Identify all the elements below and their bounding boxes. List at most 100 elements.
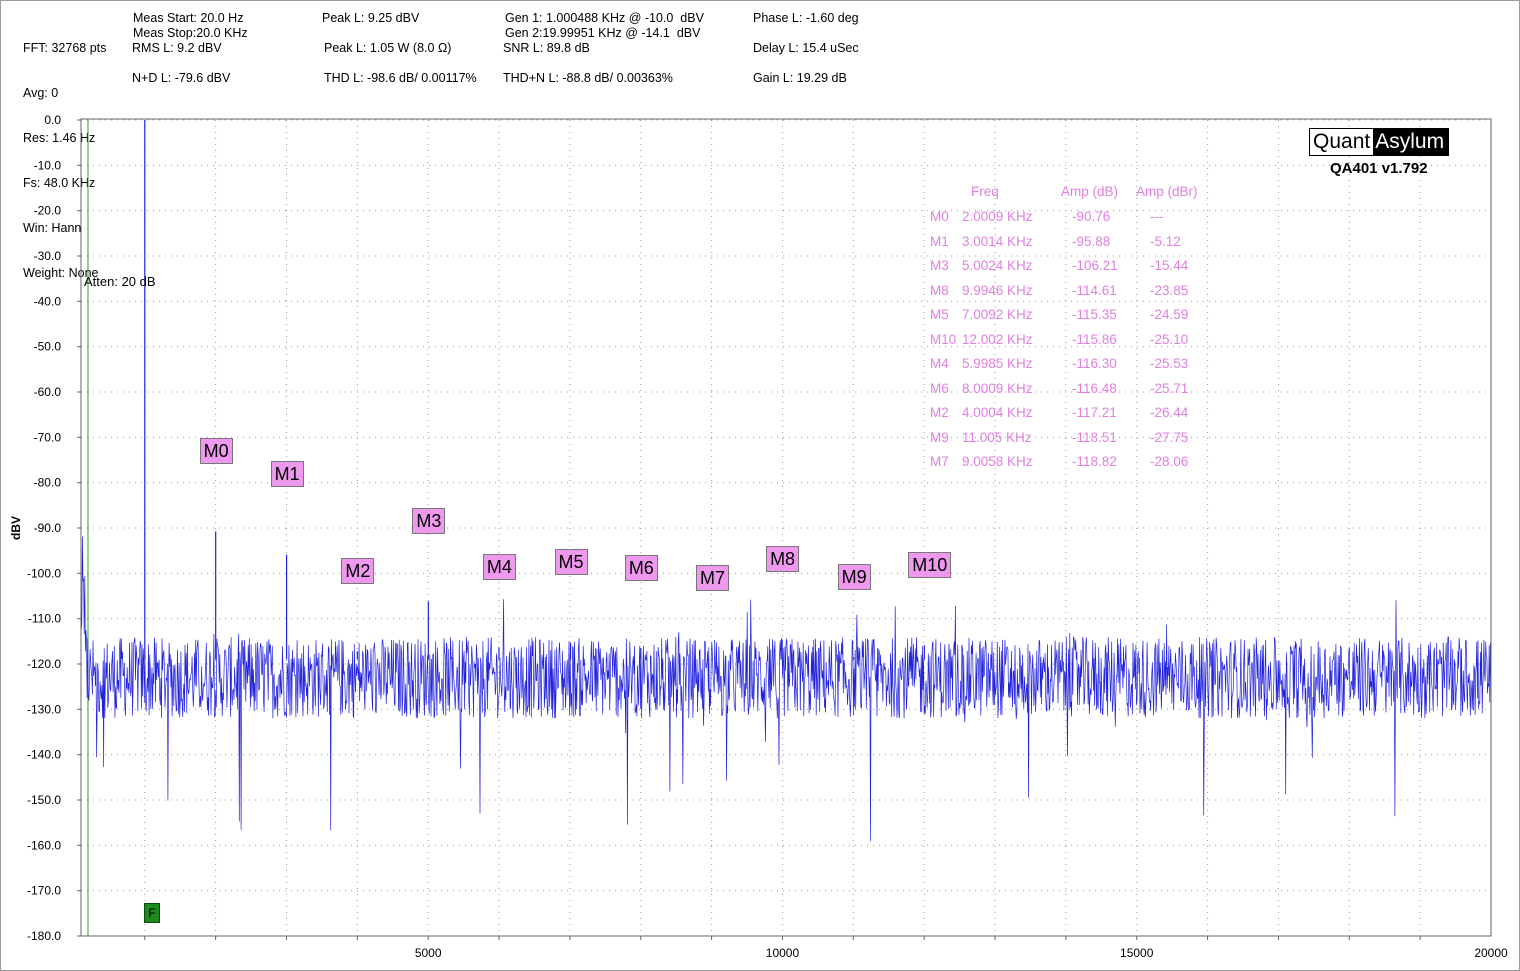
y-tick-label: -80.0 bbox=[34, 476, 62, 490]
weight-readout: Weight: None bbox=[23, 266, 99, 280]
marker-m1[interactable]: M1 bbox=[270, 461, 304, 488]
marker-table-row-name: M3 bbox=[930, 258, 949, 273]
marker-table-row-freq: 3.0014 KHz bbox=[962, 233, 1033, 249]
y-tick-label: -160.0 bbox=[27, 838, 61, 852]
y-tick-label: -150.0 bbox=[27, 793, 61, 807]
fs-readout: Fs: 48.0 KHz bbox=[23, 176, 96, 190]
marker-table-header: Amp (dBr) bbox=[1136, 184, 1198, 199]
marker-m9[interactable]: M9 bbox=[837, 563, 871, 590]
y-tick-label: -120.0 bbox=[27, 657, 61, 671]
grid bbox=[81, 119, 1491, 937]
marker-table-row-amp: -115.86 bbox=[1072, 331, 1117, 347]
marker-table-row-ampr: -5.12 bbox=[1150, 233, 1181, 249]
marker-table-row-ampr: -28.06 bbox=[1150, 454, 1189, 469]
marker-table-row-freq: 9.0058 KHz bbox=[962, 454, 1033, 469]
y-tick-label: -110.0 bbox=[28, 612, 61, 626]
marker-m0[interactable]: M0 bbox=[199, 437, 233, 464]
marker-table-row-ampr: -25.53 bbox=[1150, 356, 1189, 371]
marker-table-row-ampr: -25.71 bbox=[1150, 380, 1189, 396]
axis-ticks: 0.0 -10.0 -20.0 -30.0 -40.0 -50.0 -60.0 -70.0 -8… bbox=[27, 113, 1508, 960]
marker-table-row-ampr: -27.75 bbox=[1150, 429, 1189, 445]
marker-m10[interactable]: M10 bbox=[908, 551, 952, 578]
marker-table-row-ampr: --- bbox=[1150, 209, 1164, 224]
marker-table-row-freq: 12.002 KHz bbox=[962, 331, 1033, 347]
thdn-readout: THD+N L: -88.8 dB/ 0.00363% bbox=[503, 71, 673, 85]
plot-border bbox=[80, 118, 1492, 937]
marker-m2[interactable]: M2 bbox=[341, 557, 375, 584]
marker-table-row-freq: 7.0092 KHz bbox=[962, 307, 1033, 322]
y-tick-label: 0.0 bbox=[44, 113, 61, 127]
marker-m7[interactable]: M7 bbox=[696, 565, 730, 592]
marker-table-row-amp: -90.76 bbox=[1072, 209, 1111, 224]
res-readout: Res: 1.46 Hz bbox=[23, 131, 96, 145]
marker-table-row-name: M8 bbox=[930, 282, 949, 298]
rms-readout: RMS L: 9.2 dBV bbox=[132, 41, 222, 55]
marker-m8[interactable]: M8 bbox=[766, 546, 800, 573]
x-tick-label: 10000 bbox=[766, 946, 800, 960]
f-marker[interactable]: F bbox=[144, 903, 160, 923]
peak-dbv-readout: Peak L: 9.25 dBV bbox=[322, 11, 420, 25]
meas-stop: Meas Stop:20.0 KHz bbox=[133, 26, 248, 40]
peak-w-readout: Peak L: 1.05 W (8.0 Ω) bbox=[324, 41, 452, 55]
marker-m4[interactable]: M4 bbox=[482, 553, 516, 580]
y-tick-label: -30.0 bbox=[34, 249, 62, 263]
marker-table-row-name: M10 bbox=[930, 331, 957, 347]
logo-left: Quant bbox=[1310, 129, 1374, 155]
marker-table-row-name: M6 bbox=[930, 380, 949, 396]
y-tick-label: -60.0 bbox=[34, 385, 62, 399]
marker-table-row-amp: -116.48 bbox=[1072, 380, 1117, 396]
marker-table-row-amp: -116.30 bbox=[1072, 356, 1117, 371]
marker-table-row-freq: 2.0009 KHz bbox=[962, 209, 1033, 224]
thd-readout: THD L: -98.6 dB/ 0.00117% bbox=[324, 71, 477, 85]
marker-table-row-freq: 11.005 KHz bbox=[962, 429, 1032, 445]
y-tick-label: -130.0 bbox=[27, 702, 61, 716]
marker-table-row-amp: -117.21 bbox=[1072, 405, 1117, 420]
avg-readout: Avg: 0 bbox=[23, 86, 59, 100]
x-tick-label: 5000 bbox=[415, 946, 442, 960]
marker-table-row-amp: -118.51 bbox=[1072, 429, 1117, 445]
y-tick-label: -100.0 bbox=[27, 566, 61, 580]
y-tick-label: -180.0 bbox=[27, 929, 61, 943]
marker-table-row-ampr: -15.44 bbox=[1150, 258, 1189, 273]
marker-table-row-name: M5 bbox=[930, 307, 949, 322]
y-tick-label: -140.0 bbox=[27, 748, 61, 762]
marker-table-header: Amp (dB) bbox=[1061, 184, 1119, 199]
y-tick-label: -90.0 bbox=[34, 521, 62, 535]
noise-trace bbox=[80, 536, 1491, 842]
marker-m3[interactable]: M3 bbox=[412, 508, 446, 535]
marker-m5[interactable]: M5 bbox=[554, 549, 588, 576]
marker-table-row-ampr: -26.44 bbox=[1150, 405, 1189, 420]
y-tick-label: -40.0 bbox=[34, 294, 62, 308]
header-col-1: FFT: 32768 pts Avg: 0 Res: 1.46 Hz Fs: 4… bbox=[23, 11, 106, 296]
gen2-readout: Gen 2:19.99951 KHz @ -14.1 dBV bbox=[505, 26, 701, 40]
y-axis-label: dBV bbox=[9, 516, 23, 540]
quantasylum-logo: Quant Asylum bbox=[1309, 128, 1450, 156]
marker-table-row-name: M7 bbox=[930, 454, 949, 469]
logo-right: Asylum bbox=[1373, 129, 1449, 155]
gen1-readout: Gen 1: 1.000488 KHz @ -10.0 dBV bbox=[505, 11, 704, 25]
atten-label: Atten: 20 dB bbox=[84, 274, 156, 289]
marker-m6[interactable]: M6 bbox=[624, 554, 658, 581]
marker-table-row-name: M0 bbox=[930, 209, 949, 224]
nd-readout: N+D L: -79.6 dBV bbox=[132, 71, 231, 85]
delay-readout: Delay L: 15.4 uSec bbox=[753, 41, 859, 55]
version-label: QA401 v1.792 bbox=[1330, 160, 1428, 177]
y-tick-label: -10.0 bbox=[34, 158, 62, 172]
spectrum-trace bbox=[80, 120, 1491, 842]
marker-table-row-name: M1 bbox=[930, 233, 949, 249]
marker-table-row-ampr: -23.85 bbox=[1150, 282, 1189, 298]
gain-readout: Gain L: 19.29 dB bbox=[753, 71, 847, 85]
marker-table-header: Freq bbox=[971, 184, 999, 199]
snr-readout: SNR L: 89.8 dB bbox=[503, 41, 590, 55]
marker-table-row-freq: 4.0004 KHz bbox=[962, 405, 1033, 420]
marker-table-row-freq: 9.9946 KHz bbox=[962, 282, 1033, 298]
marker-table-row-freq: 8.0009 KHz bbox=[962, 380, 1033, 396]
fft-readout: FFT: 32768 pts bbox=[23, 41, 107, 55]
win-readout: Win: Hann bbox=[23, 221, 82, 235]
marker-table-row-name: M2 bbox=[930, 405, 949, 420]
marker-table-row-ampr: -25.10 bbox=[1150, 331, 1189, 347]
phase-readout: Phase L: -1.60 deg bbox=[753, 11, 859, 25]
meas-start: Meas Start: 20.0 Hz bbox=[133, 11, 244, 25]
marker-table-row-name: M9 bbox=[930, 429, 949, 445]
